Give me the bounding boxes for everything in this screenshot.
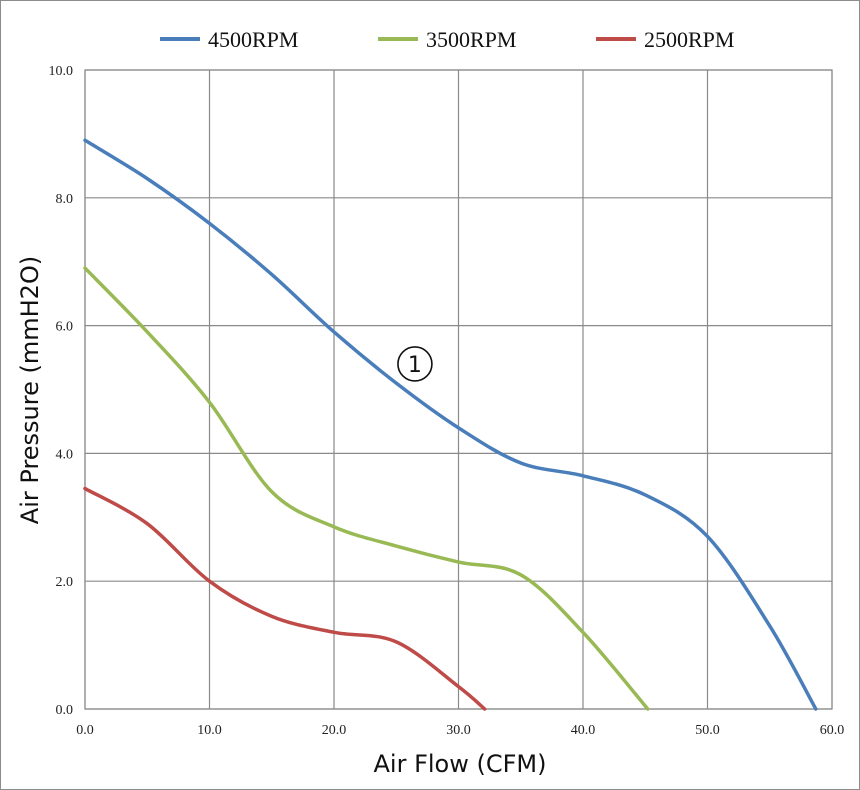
series-lines [83,138,818,711]
y-tick-label: 8.0 [56,192,74,207]
y-tick-labels: 0.0 2.0 4.0 6.0 8.0 10.0 [49,64,74,718]
series-line-3500rpm [83,266,650,711]
y-tick-label: 10.0 [49,64,74,79]
x-tick-label: 50.0 [695,723,720,738]
y-tick-label: 0.0 [56,703,74,718]
annotation-circle [397,346,433,382]
curve-annotation: 1 [397,346,433,382]
x-tick-label: 40.0 [571,723,596,738]
legend-label: 2500RPM [644,27,734,52]
legend: 4500RPM 3500RPM 2500RPM [160,27,734,52]
x-tick-label: 0.0 [76,723,94,738]
y-axis-label: Air Pressure (mmH2O) [16,256,44,524]
legend-item: 3500RPM [378,27,516,52]
x-tick-label: 30.0 [446,723,471,738]
y-tick-label: 6.0 [56,320,74,335]
y-tick-label: 2.0 [56,575,74,590]
x-tick-label: 20.0 [322,723,347,738]
x-tick-label: 60.0 [820,723,845,738]
legend-label: 4500RPM [208,27,298,52]
x-axis-label: Air Flow (CFM) [374,750,547,778]
series-line-4500rpm [83,138,818,711]
legend-item: 2500RPM [596,27,734,52]
legend-item: 4500RPM [160,27,298,52]
plot-area [84,69,833,710]
x-tick-labels: 0.0 10.0 20.0 30.0 40.0 50.0 60.0 [76,723,844,738]
x-tick-label: 10.0 [197,723,222,738]
series-line-2500rpm [83,486,487,711]
legend-label: 3500RPM [426,27,516,52]
y-tick-label: 4.0 [56,447,74,462]
annotations: 1 [397,346,433,382]
annotation-label: 1 [408,353,422,378]
